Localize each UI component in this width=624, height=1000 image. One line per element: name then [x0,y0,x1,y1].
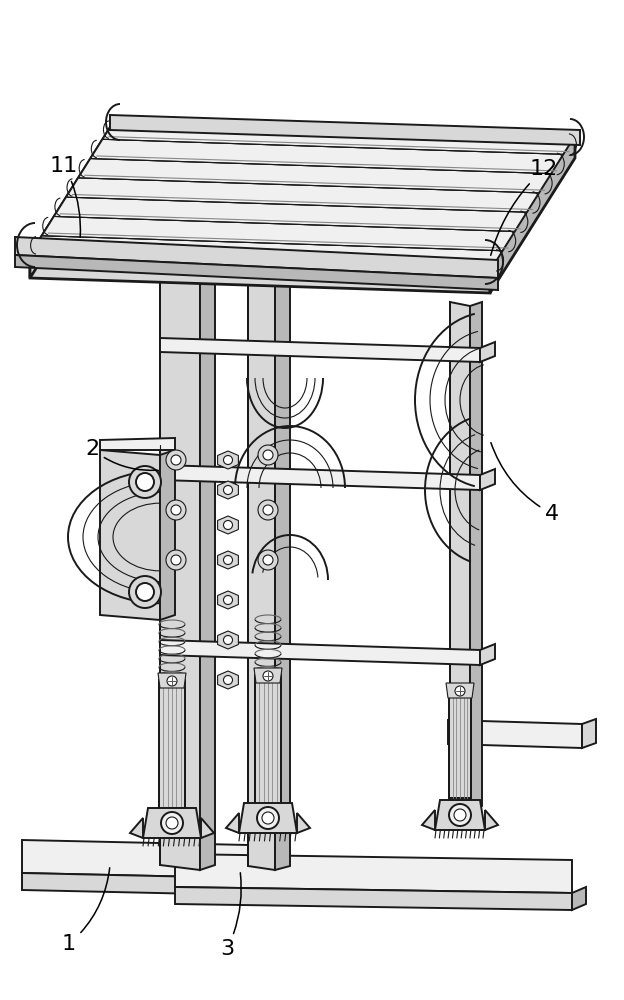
Polygon shape [435,800,485,830]
Circle shape [223,636,233,645]
Polygon shape [448,720,582,748]
Polygon shape [160,450,175,620]
Circle shape [223,520,233,530]
Circle shape [223,556,233,564]
Text: 3: 3 [220,873,241,959]
Polygon shape [200,278,215,870]
Circle shape [454,809,466,821]
Polygon shape [239,803,297,833]
Polygon shape [30,120,115,278]
Polygon shape [100,450,160,620]
Polygon shape [130,818,143,838]
Circle shape [166,450,186,470]
Polygon shape [490,135,575,293]
Polygon shape [582,719,596,748]
Circle shape [258,445,278,465]
Polygon shape [226,813,239,833]
Polygon shape [218,631,238,649]
Circle shape [223,595,233,604]
Polygon shape [275,281,290,870]
Polygon shape [218,516,238,534]
Polygon shape [218,451,238,469]
Circle shape [263,450,273,460]
Polygon shape [159,680,185,808]
Polygon shape [158,673,186,688]
Polygon shape [254,668,282,683]
Circle shape [262,812,274,824]
Circle shape [166,817,178,829]
Polygon shape [480,644,495,665]
Polygon shape [446,683,474,698]
Text: 1: 1 [62,868,110,954]
Polygon shape [30,255,490,293]
Text: 2: 2 [85,439,157,470]
Circle shape [223,456,233,464]
Polygon shape [485,810,498,830]
Polygon shape [100,438,175,450]
Polygon shape [422,810,435,830]
Circle shape [171,555,181,565]
Circle shape [449,804,471,826]
Polygon shape [248,282,275,870]
Polygon shape [449,690,471,798]
Circle shape [223,486,233,494]
Polygon shape [110,115,580,145]
Polygon shape [255,675,281,805]
Circle shape [263,505,273,515]
Polygon shape [297,813,310,833]
Polygon shape [79,159,551,193]
Polygon shape [450,302,470,810]
Polygon shape [22,840,248,878]
Circle shape [129,576,161,608]
Polygon shape [248,872,262,895]
Polygon shape [175,854,572,893]
Circle shape [263,671,273,681]
Polygon shape [160,278,200,870]
Circle shape [257,807,279,829]
Polygon shape [175,887,572,910]
Polygon shape [470,302,482,810]
Text: 12: 12 [490,159,558,255]
Polygon shape [42,216,514,251]
Polygon shape [218,551,238,569]
Polygon shape [160,640,480,665]
Circle shape [258,550,278,570]
Circle shape [136,473,154,491]
Polygon shape [218,481,238,499]
Polygon shape [90,139,563,174]
Polygon shape [103,120,575,154]
Polygon shape [218,591,238,609]
Polygon shape [15,237,498,278]
Polygon shape [30,255,490,270]
Polygon shape [160,338,480,362]
Circle shape [136,583,154,601]
Circle shape [258,500,278,520]
Polygon shape [30,236,502,270]
Text: 11: 11 [50,156,80,237]
Circle shape [167,676,177,686]
Polygon shape [480,469,495,490]
Circle shape [161,812,183,834]
Polygon shape [160,465,480,490]
Text: 4: 4 [491,443,559,524]
Polygon shape [201,818,214,838]
Polygon shape [572,887,586,910]
Circle shape [223,676,233,684]
Polygon shape [66,178,539,212]
Circle shape [171,455,181,465]
Polygon shape [22,873,248,895]
Polygon shape [15,255,498,290]
Circle shape [166,500,186,520]
Circle shape [129,466,161,498]
Circle shape [263,555,273,565]
Polygon shape [30,120,575,270]
Polygon shape [480,342,495,362]
Polygon shape [54,197,527,231]
Circle shape [171,505,181,515]
Circle shape [166,550,186,570]
Circle shape [455,686,465,696]
Polygon shape [143,808,201,838]
Polygon shape [218,671,238,689]
